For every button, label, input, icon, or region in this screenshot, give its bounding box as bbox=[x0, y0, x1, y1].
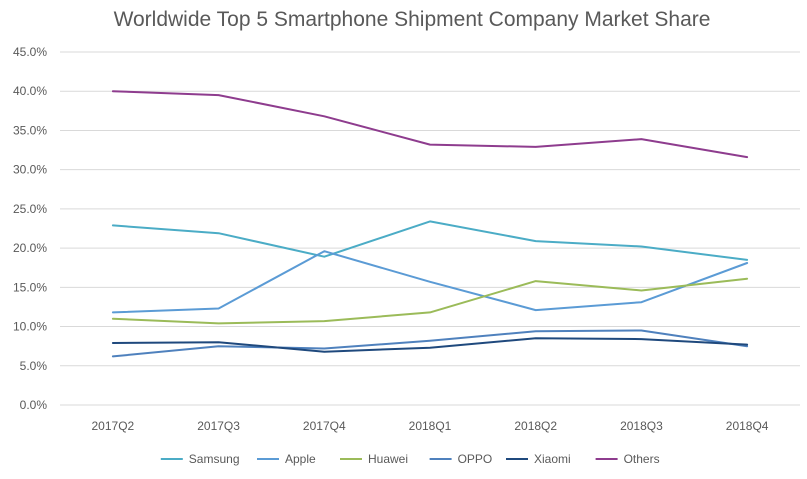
y-tick-label: 5.0% bbox=[20, 359, 48, 373]
y-tick-label: 25.0% bbox=[13, 202, 47, 216]
legend-label: Others bbox=[624, 452, 660, 466]
x-tick-label: 2017Q2 bbox=[92, 419, 135, 433]
y-tick-label: 0.0% bbox=[20, 398, 48, 412]
series-line-apple bbox=[111, 250, 749, 314]
series-line-huawei bbox=[111, 277, 749, 325]
series-lines bbox=[111, 90, 749, 358]
legend-label: Apple bbox=[285, 452, 316, 466]
series-line-xiaomi bbox=[111, 337, 749, 353]
x-tick-label: 2018Q4 bbox=[726, 419, 769, 433]
x-tick-label: 2018Q1 bbox=[409, 419, 452, 433]
legend-item-huawei: Huawei bbox=[340, 452, 408, 466]
legend-item-oppo: OPPO bbox=[429, 452, 493, 466]
series-line-oppo bbox=[111, 329, 749, 358]
legend-label: OPPO bbox=[458, 452, 493, 466]
y-tick-label: 40.0% bbox=[13, 84, 47, 98]
legend-label: Samsung bbox=[189, 452, 240, 466]
legend-label: Huawei bbox=[368, 452, 408, 466]
legend: Samsung Apple Huawei OPPO Xiaomi Others bbox=[160, 452, 660, 466]
y-axis-tick-labels: 0.0% 5.0% 10.0% 15.0% 20.0% 25.0% 30.0% 35.0% 40… bbox=[13, 45, 47, 412]
x-tick-label: 2018Q2 bbox=[514, 419, 557, 433]
x-tick-label: 2017Q4 bbox=[303, 419, 346, 433]
legend-item-apple: Apple bbox=[257, 452, 316, 466]
y-tick-label: 10.0% bbox=[13, 320, 47, 334]
chart-title: Worldwide Top 5 Smartphone Shipment Comp… bbox=[114, 8, 711, 31]
x-tick-label: 2018Q3 bbox=[620, 419, 663, 433]
gridlines bbox=[60, 51, 800, 406]
y-tick-label: 35.0% bbox=[13, 123, 47, 137]
legend-item-samsung: Samsung bbox=[160, 452, 240, 466]
series-line-samsung bbox=[111, 220, 749, 261]
legend-label: Xiaomi bbox=[534, 452, 571, 466]
x-tick-label: 2017Q3 bbox=[197, 419, 240, 433]
legend-item-others: Others bbox=[595, 452, 660, 466]
y-tick-label: 30.0% bbox=[13, 163, 47, 177]
series-line-others bbox=[111, 90, 749, 159]
y-tick-label: 15.0% bbox=[13, 280, 47, 294]
x-axis-tick-labels: 2017Q2 2017Q3 2017Q4 2018Q1 2018Q2 2018Q3 2018… bbox=[92, 419, 769, 433]
legend-item-xiaomi: Xiaomi bbox=[506, 452, 571, 466]
y-tick-label: 45.0% bbox=[13, 45, 47, 59]
y-tick-label: 20.0% bbox=[13, 241, 47, 255]
